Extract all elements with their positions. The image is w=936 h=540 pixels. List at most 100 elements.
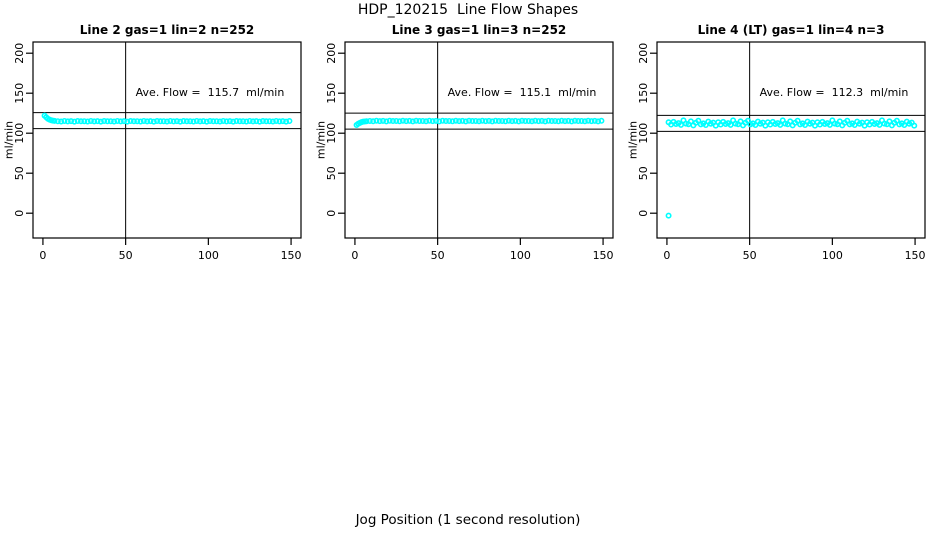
data-point (737, 118, 744, 125)
data-point (157, 118, 164, 125)
data-point (243, 118, 250, 125)
data-point (396, 118, 403, 125)
data-point (538, 117, 545, 124)
data-point (170, 118, 177, 125)
x-tick-label: 100 (510, 249, 531, 262)
data-point (492, 117, 499, 124)
data-point (578, 117, 585, 124)
data-point (193, 117, 200, 124)
data-point (406, 117, 413, 124)
data-point (525, 117, 532, 124)
plot-box (32, 41, 302, 239)
ave-flow-annotation: Ave. Flow = 115.7 ml/min (135, 86, 285, 99)
x-tick-label: 0 (39, 249, 46, 262)
data-point (393, 117, 400, 124)
data-point (532, 117, 539, 124)
x-tick-label: 50 (743, 249, 757, 262)
data-point (383, 118, 390, 125)
data-point (256, 118, 263, 125)
data-point (114, 117, 121, 124)
data-point (502, 118, 509, 125)
y-tick-label: 150 (325, 83, 338, 104)
data-point (54, 118, 61, 125)
y-tick-label: 100 (325, 123, 338, 144)
data-point (479, 117, 486, 124)
data-point (273, 117, 280, 124)
data-point (200, 118, 207, 125)
data-point (548, 118, 555, 125)
data-point (207, 118, 214, 125)
y-tick-label: 50 (637, 166, 650, 180)
data-point (223, 118, 230, 125)
y-tick-label: 50 (13, 166, 26, 180)
data-point (499, 117, 506, 124)
data-point (203, 118, 210, 125)
data-point (266, 118, 273, 125)
data-point (376, 118, 383, 125)
x-tick-label: 50 (119, 249, 133, 262)
main-title: HDP_120215 Line Flow Shapes (357, 2, 579, 18)
y-tick-label: 150 (13, 83, 26, 104)
data-point (509, 118, 516, 125)
data-point (137, 118, 144, 125)
data-point (250, 118, 257, 125)
data-point (190, 118, 197, 125)
data-point (542, 118, 549, 125)
y-tick-label: 200 (637, 43, 650, 64)
data-point (236, 118, 243, 125)
data-point (449, 118, 456, 125)
y-tick-label: 200 (325, 43, 338, 64)
data-point (469, 118, 476, 125)
data-point (429, 118, 436, 125)
data-point (58, 118, 65, 125)
data-point (101, 118, 108, 125)
data-point (380, 117, 387, 124)
y-tick-label: 50 (325, 166, 338, 180)
data-point (727, 121, 734, 128)
data-point (442, 118, 449, 125)
data-point (279, 118, 286, 125)
data-point (568, 118, 575, 125)
data-point (419, 117, 426, 124)
plot-area: 0 50 100 150 0 50 100 150 200 (13, 41, 302, 262)
data-point (124, 118, 131, 125)
data-point (97, 118, 104, 125)
data-point (91, 118, 98, 125)
y-tick-label: 200 (13, 43, 26, 64)
data-point (777, 121, 784, 128)
data-point (64, 118, 71, 125)
data-point (120, 118, 127, 125)
data-point (150, 118, 157, 125)
data-point (519, 117, 526, 124)
data-point (413, 117, 420, 124)
data-point (677, 121, 684, 128)
data-point (581, 118, 588, 125)
data-point (216, 118, 223, 125)
plot-area: 0 50 100 150 0 50 100 150 200 (325, 41, 614, 262)
ave-flow-annotation: Ave. Flow = 115.1 ml/min (447, 86, 597, 99)
data-point (286, 118, 293, 125)
x-tick-label: 150 (905, 249, 926, 262)
subplot-line-4: Line 4 (LT) gas=1 lin=4 n=3 Ave. Flow = … (624, 0, 936, 270)
ave-flow-annotation: Ave. Flow = 112.3 ml/min (759, 86, 909, 99)
data-point (197, 118, 204, 125)
data-point (81, 118, 88, 125)
data-point (167, 117, 174, 124)
data-point (826, 121, 833, 128)
data-point (87, 117, 94, 124)
data-point (127, 118, 134, 125)
y-tick-label: 0 (13, 210, 26, 217)
data-point (399, 117, 406, 124)
data-point (595, 118, 602, 125)
data-point (588, 118, 595, 125)
x-tick-label: 150 (593, 249, 614, 262)
data-point (591, 117, 598, 124)
subplot-line-3: Line 3 gas=1 lin=3 n=252 Ave. Flow = 115… (312, 0, 624, 270)
data-point (230, 118, 237, 125)
data-point (226, 118, 233, 125)
data-point (276, 118, 283, 125)
data-point (466, 117, 473, 124)
data-point (213, 118, 220, 125)
subplot-line-2: Line 2 gas=1 lin=2 n=252 Ave. Flow = 115… (0, 0, 312, 270)
